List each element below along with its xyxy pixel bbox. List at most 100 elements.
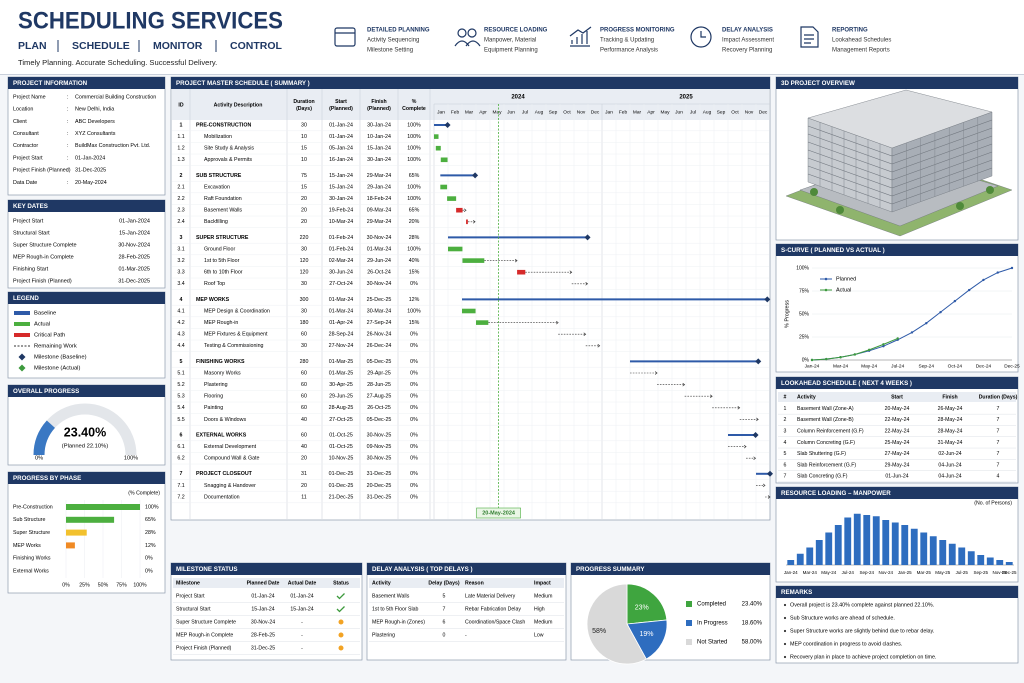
info-separator: : — [67, 143, 69, 149]
panel — [7, 76, 166, 196]
row-activity: External Development — [204, 444, 257, 450]
row-start: 01-Feb-24 — [329, 246, 353, 252]
row-activity: Doors & Windows — [204, 417, 246, 423]
table-cell: 7 — [443, 606, 446, 612]
table-header: Start — [891, 394, 903, 400]
table-cell: 28-Feb-25 — [251, 632, 275, 638]
legend-label: Critical Path — [34, 333, 65, 339]
row-id: 7.2 — [177, 494, 184, 500]
info-value: New Delhi, India — [75, 107, 114, 113]
row-activity: PRE-CONSTRUCTION — [196, 122, 251, 128]
key-date-label: Project Start — [13, 218, 44, 224]
table-cell: - — [465, 632, 467, 638]
table-cell: 7 — [997, 406, 1000, 412]
feature-title: REPORTING — [832, 28, 868, 34]
series-point — [939, 310, 942, 314]
remaining-arrow — [597, 344, 601, 348]
row-start: 01-Feb-24 — [329, 235, 353, 241]
table-cell: - — [301, 619, 303, 625]
row-start: 16-Jan-24 — [329, 157, 353, 163]
table-cell: 1st to 5th Floor Slab — [372, 606, 419, 612]
building-floor — [807, 141, 893, 173]
remaining-arrow — [762, 483, 766, 488]
icon-report — [800, 26, 819, 48]
panel-header — [571, 563, 770, 575]
feature-line: Performance Analysis — [600, 48, 658, 54]
feature-line: Lookahead Schedules — [832, 38, 891, 44]
remaining-arrow — [654, 371, 658, 375]
x-tick-label: 50% — [98, 582, 109, 588]
icon-growth — [569, 26, 592, 47]
row-id: 3.4 — [177, 281, 184, 287]
row-complete: 0% — [410, 332, 418, 338]
value-label: 65% — [145, 517, 156, 523]
legend-label: Milestone (Baseline) — [34, 355, 87, 361]
row-start: 29-Jun-25 — [329, 394, 353, 400]
panel-header — [8, 200, 165, 212]
data-date-label: 20-May-2024 — [482, 510, 516, 516]
panel-title: PROGRESS BY PHASE — [13, 475, 81, 482]
table-cell: MEP Rough-in (Zones) — [372, 619, 425, 625]
row-activity: Flooring — [204, 394, 223, 400]
row-duration: 120 — [300, 270, 309, 276]
panel-title: PROGRESS SUMMARY — [576, 566, 645, 573]
table-cell: 31-May-24 — [938, 440, 963, 446]
info-label: Location — [13, 107, 33, 113]
panel-header — [776, 77, 1018, 89]
row-finish: 30-Nov-24 — [367, 281, 392, 287]
bar — [986, 557, 994, 565]
row-duration: 20 — [301, 456, 307, 462]
actual-bar — [440, 184, 448, 190]
row-id: 6 — [180, 432, 183, 438]
row-start: 01-Mar-25 — [329, 370, 353, 376]
month-label: Jan — [437, 109, 445, 115]
table-cell: 28-May-24 — [938, 428, 963, 434]
table-cell: 22-May-24 — [885, 428, 910, 434]
row-start: 30-Jun-24 — [329, 270, 353, 276]
row-finish: 28-Jun-25 — [367, 382, 391, 388]
series-point — [825, 357, 828, 361]
bar — [66, 504, 140, 510]
row-finish: 27-Sep-24 — [367, 320, 392, 326]
actual-bar — [435, 145, 441, 151]
row-activity: Testing & Commissioning — [204, 343, 264, 349]
row-id: 2.3 — [177, 208, 184, 214]
year-label: 2024 — [511, 95, 525, 101]
table-header: % — [412, 99, 417, 105]
info-separator: : — [67, 168, 69, 174]
month-label: Aug — [703, 109, 712, 115]
row-complete: 100% — [407, 146, 421, 152]
row-duration: 10 — [301, 157, 307, 163]
month-label: May — [492, 109, 502, 115]
row-finish: 26-Oct-24 — [367, 270, 391, 276]
y-tick-label: 50% — [799, 311, 810, 317]
row-finish: 05-Dec-25 — [367, 359, 392, 365]
month-label: Oct — [563, 109, 571, 115]
row-start: 21-Dec-25 — [329, 494, 354, 500]
series-point — [839, 356, 842, 359]
info-separator: : — [67, 131, 69, 137]
row-finish: 18-Feb-24 — [367, 196, 391, 202]
table-cell: 15-Jan-24 — [290, 606, 313, 612]
table-header: Start — [335, 99, 347, 105]
info-label: Data Date — [13, 180, 37, 186]
info-value: BuildMax Construction Pvt. Ltd. — [75, 143, 150, 149]
row-id: 3.1 — [177, 246, 184, 252]
bar — [853, 513, 861, 565]
row-finish: 29-Mar-24 — [367, 173, 391, 179]
table-cell: Rebar Fabrication Delay — [465, 606, 521, 612]
row-complete: 0% — [410, 405, 418, 411]
row-start: 27-Oct-25 — [329, 417, 353, 423]
table-cell: Column Concreting (G.F) — [797, 440, 855, 446]
row-activity: MEP Fixtures & Equipment — [204, 332, 268, 338]
x-tick-label: Jan-24 — [805, 363, 820, 369]
row-duration: 15 — [301, 184, 307, 190]
row-start: 01-Mar-25 — [329, 359, 353, 365]
row-duration: 30 — [301, 281, 307, 287]
feature-title: PROGRESS MONITORING — [600, 28, 675, 34]
actual-bar — [476, 320, 489, 325]
remaining-arrow — [756, 417, 759, 422]
slice-label: 58% — [592, 628, 606, 635]
table-cell: 4 — [997, 474, 1000, 480]
table-header: (Planned) — [367, 106, 391, 112]
